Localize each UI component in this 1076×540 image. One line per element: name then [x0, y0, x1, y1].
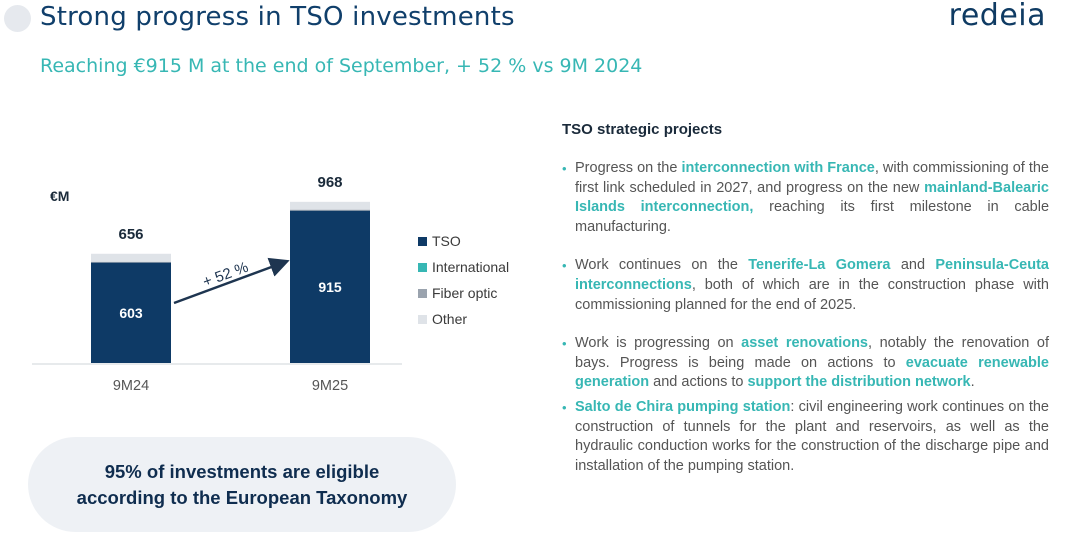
brand-logo: redeia	[948, 0, 1046, 33]
bullet-icon: •	[562, 399, 567, 415]
legend-label: TSO	[432, 233, 461, 249]
page-subtitle: Reaching €915 M at the end of September,…	[40, 55, 643, 77]
highlight-text: Salto de Chira pumping station	[575, 398, 791, 415]
legend-swatch	[418, 262, 427, 272]
body-text: , with commissioning of the first link s…	[575, 160, 1049, 196]
taxonomy-line-2: according to the European Taxonomy	[76, 486, 408, 508]
highlight-text: asset renovations	[741, 335, 869, 352]
total-label-9m24: 656	[118, 226, 143, 243]
total-label-9m25: 968	[317, 174, 342, 191]
highlight-text: Peninsula-Ceuta interconnections	[575, 257, 1049, 293]
tso-projects-panel: TSO strategic projects • Progress on the …	[562, 121, 1049, 495]
legend-label: Other	[432, 311, 468, 327]
bar-other-9m25	[290, 201, 370, 210]
chart-legend: TSO International Fiber optic Other	[418, 228, 509, 332]
growth-label: + 52 %	[201, 259, 251, 291]
taxonomy-line-1: 95% of investments are eligible	[104, 460, 380, 482]
body-text: .	[970, 374, 975, 391]
legend-item-tso: TSO	[418, 228, 509, 254]
legend-label: International	[432, 259, 510, 275]
x-tick-9m25: 9M25	[312, 378, 348, 394]
highlight-text: evacuate renewable generation	[575, 354, 1049, 391]
project-item: • Work is progressing on asset renovation…	[562, 334, 1049, 393]
data-label-tso-9m24: 603	[119, 305, 143, 321]
legend-item-other: Other	[418, 306, 509, 332]
body-text: reaching its first milestone in cable ma…	[575, 199, 1050, 235]
project-item: • Salto de Chira pumping station: civil e…	[562, 398, 1049, 476]
legend-label: Fiber optic	[432, 285, 498, 301]
page-title: Strong progress in TSO investments	[40, 2, 515, 32]
bar-other-9m24	[91, 253, 171, 262]
legend-item-fiber-optic: Fiber optic	[418, 280, 509, 306]
bullet-icon: •	[562, 258, 567, 274]
legend-swatch	[418, 236, 427, 246]
project-item: • Progress on the interconnection with Fr…	[562, 159, 1049, 237]
bar-fiber-optic-9m25	[290, 209, 370, 211]
bar-tso-9m25	[290, 210, 370, 363]
bar-fiber-optic-9m24	[91, 261, 171, 263]
legend-swatch	[418, 314, 427, 324]
body-text: Work continues on the	[575, 257, 749, 274]
highlight-text: Tenerife-La Gomera	[748, 257, 891, 274]
investment-bar-chart: €M 603 656 9M24 915 968 9M25 + 52 %	[32, 174, 402, 394]
bullet-icon: •	[562, 161, 567, 176]
body-text: , both of which are in the construction …	[575, 276, 1049, 313]
taxonomy-callout: 95% of investments are eligible accordin…	[28, 437, 456, 532]
bar-tso-9m24	[91, 262, 171, 363]
body-text: Work is progressing on	[575, 335, 742, 352]
x-tick-9m24: 9M24	[113, 378, 149, 394]
title-bullet-icon	[4, 5, 31, 32]
legend-swatch	[418, 288, 427, 298]
unit-label: €M	[50, 188, 69, 204]
projects-list: • Progress on the interconnection with Fr…	[562, 159, 1049, 476]
data-label-tso-9m25: 915	[318, 279, 342, 295]
highlight-text: interconnection with France	[681, 160, 875, 176]
highlight-text: mainland-Balearic Islands interconnectio…	[575, 179, 1049, 216]
body-text: : civil engineering work continues on th…	[575, 398, 1049, 474]
projects-heading: TSO strategic projects	[562, 121, 723, 138]
body-text: , notably the renovation of bays. Progre…	[575, 335, 1049, 371]
project-item: • Work continues on the Tenerife-La Gomer…	[562, 256, 1049, 315]
body-text: Progress on the	[575, 160, 682, 176]
bullet-icon: •	[562, 336, 567, 352]
growth-arrow	[173, 257, 290, 305]
body-text: and actions to	[649, 374, 748, 391]
highlight-text: support the distribution network	[747, 374, 971, 391]
legend-item-international: International	[418, 254, 509, 280]
body-text: and	[890, 257, 936, 274]
